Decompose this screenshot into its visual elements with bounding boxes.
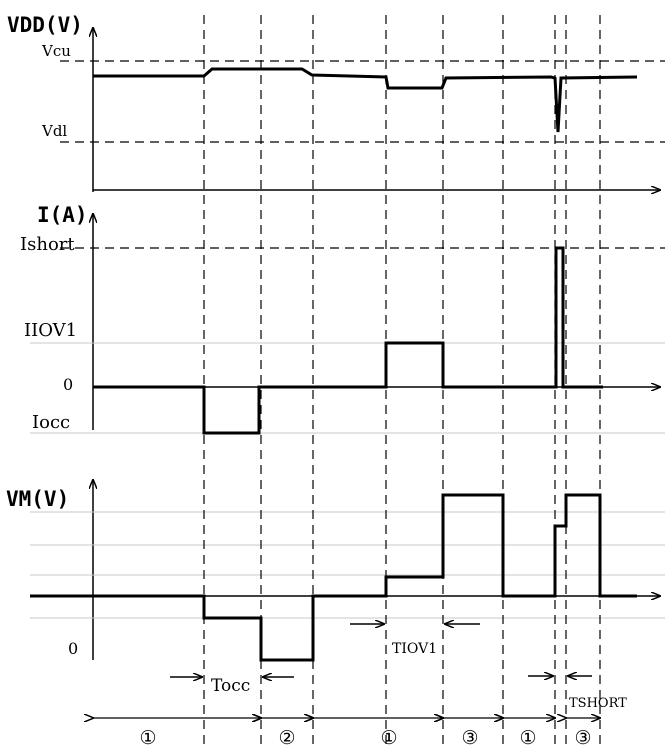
time-markers (203, 15, 601, 745)
tocc-label: Tocc (211, 676, 250, 696)
vm-waveform (30, 493, 637, 662)
phase-label: ① (519, 727, 536, 749)
current-waveform (93, 246, 603, 435)
phase-label: ① (139, 727, 156, 749)
vdd-axis-title: VDD(V) (7, 13, 83, 37)
tiov1-annotation: TIOV1 (350, 624, 480, 657)
ishort-label: Ishort (20, 234, 75, 255)
current-panel: I(A) Ishort IIOV1 0 Iocc (20, 203, 665, 435)
vdl-label: Vdl (41, 122, 67, 140)
tiov1-label: TIOV1 (392, 641, 437, 657)
tshort-label: TSHORT (569, 696, 627, 711)
tocc-annotation: Tocc (170, 676, 294, 696)
iocc-label: Iocc (32, 412, 70, 433)
phase-label: ① (380, 727, 397, 749)
vm-zero-label: 0 (68, 639, 78, 658)
current-axis-title: I(A) (37, 203, 88, 227)
phase-label: ③ (574, 727, 591, 749)
vdd-waveform (93, 67, 638, 133)
current-zero-label: 0 (63, 375, 73, 394)
iiov1-label: IIOV1 (24, 320, 77, 341)
vdd-panel: VDD(V) Vcu Vdl (7, 13, 665, 192)
phase-row: ① ② ① ③ ① ③ (93, 718, 600, 749)
tshort-annotation: TSHORT (528, 676, 627, 711)
vm-axis-title: VM(V) (6, 487, 69, 511)
vcu-label: Vcu (41, 42, 71, 60)
phase-label: ② (278, 727, 295, 749)
phase-label: ③ (461, 727, 478, 749)
